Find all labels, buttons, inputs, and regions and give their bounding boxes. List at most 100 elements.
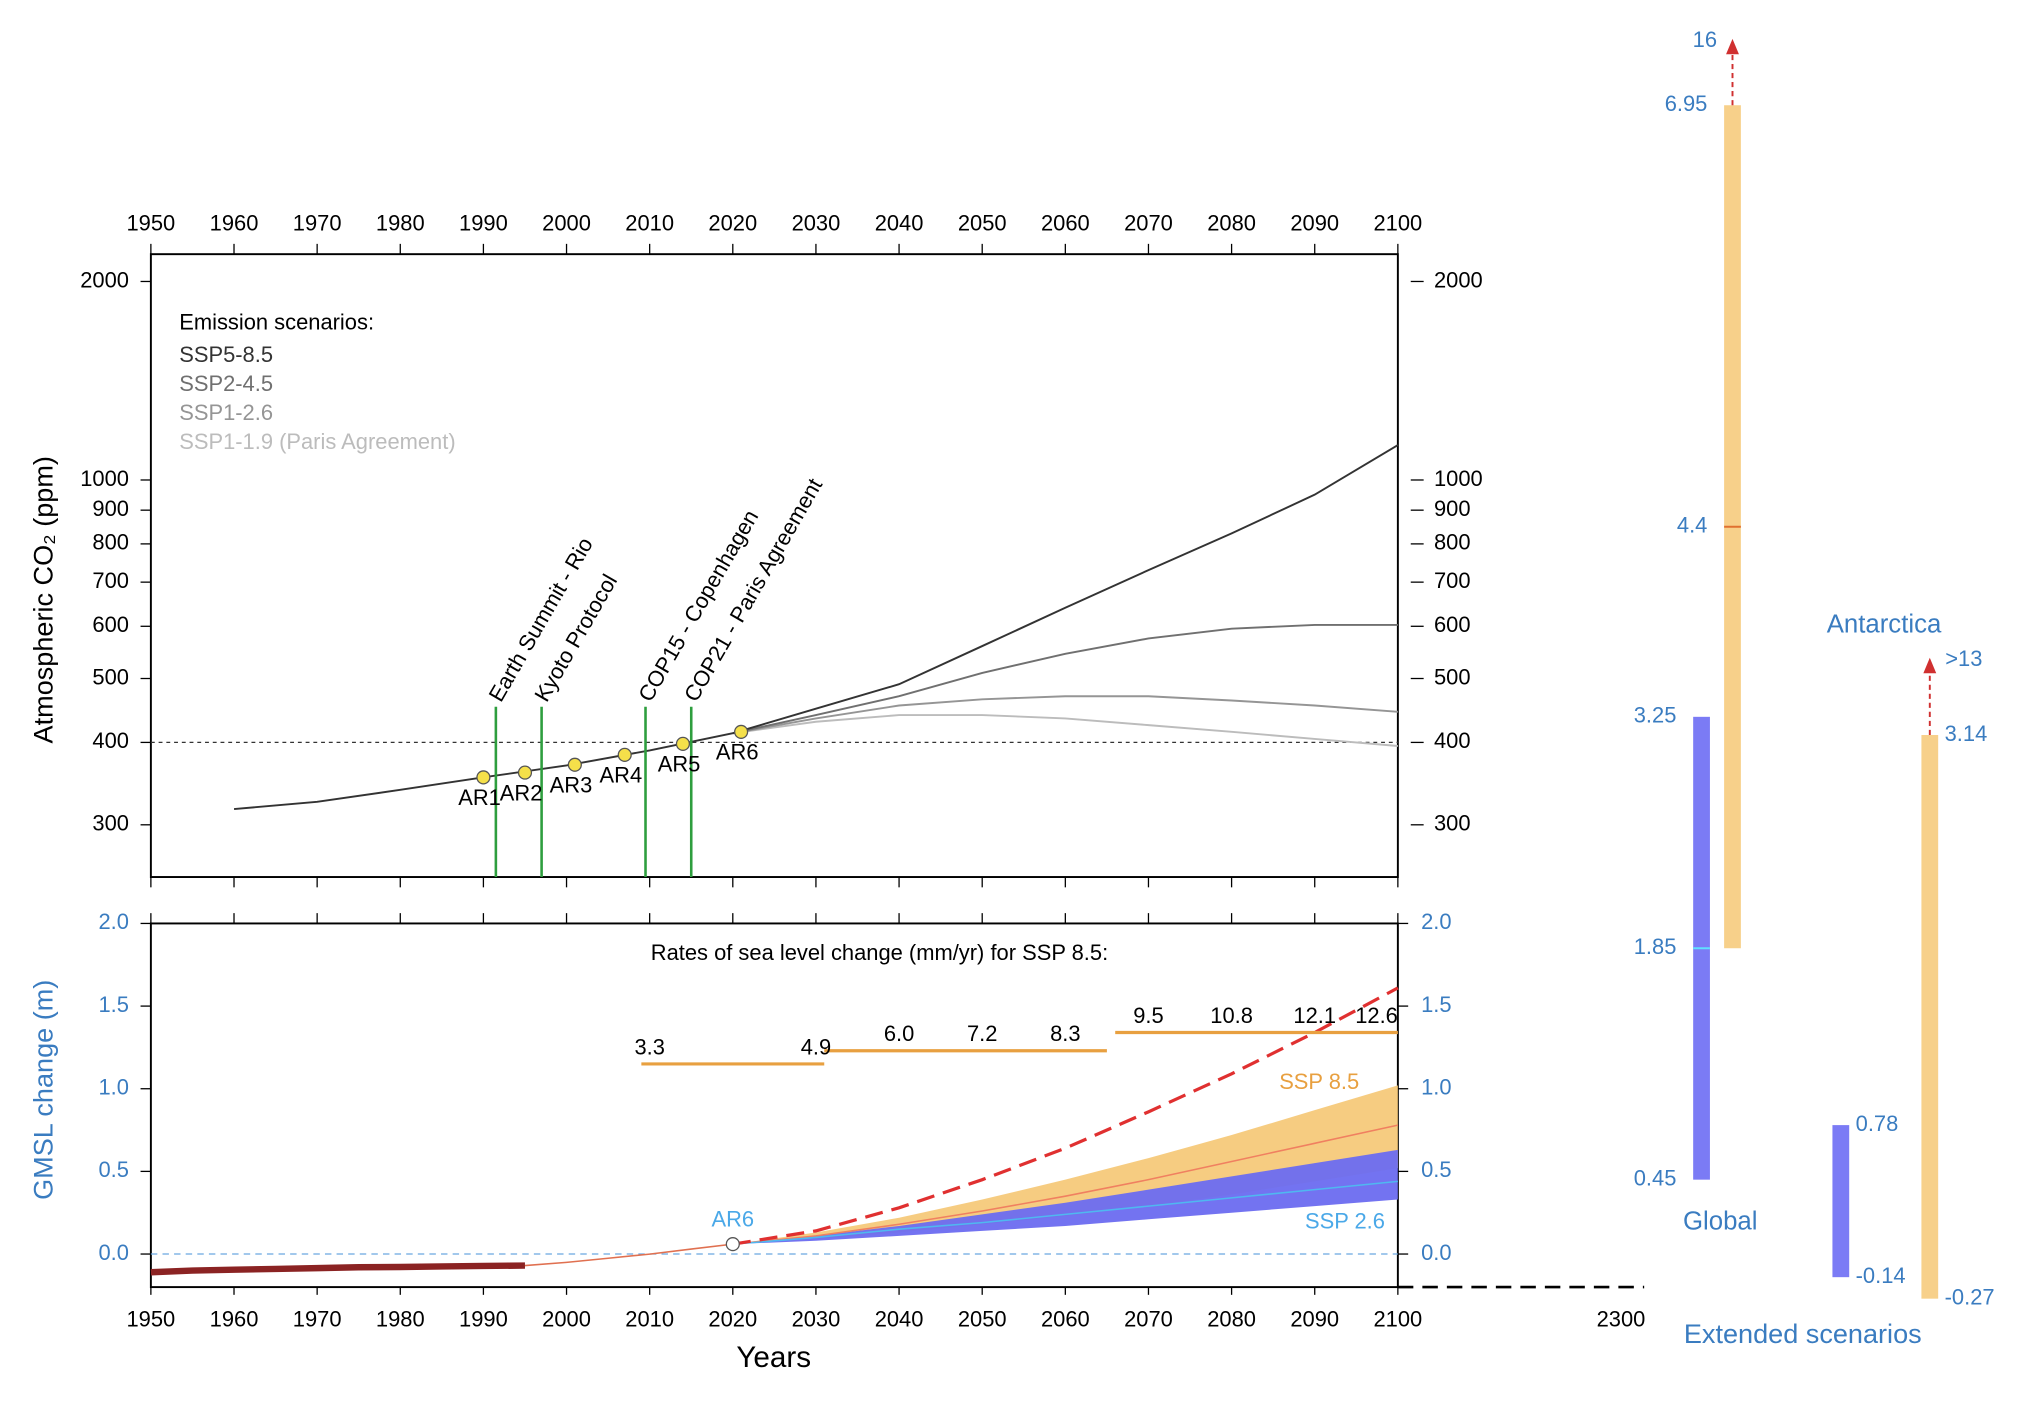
x-tick-label: 1970: [293, 210, 342, 235]
range-median-label: 1.85: [1634, 934, 1677, 959]
x-tick-label: 1990: [459, 210, 508, 235]
rate-label: 8.3: [1050, 1021, 1080, 1046]
y-tick-label: 900: [92, 496, 129, 521]
report-label: AR5: [658, 752, 701, 777]
scenario-label: SSP 8.5: [1279, 1069, 1359, 1094]
legend-entry: SSP5-8.5: [179, 342, 273, 367]
x-tick-label: 2070: [1124, 210, 1173, 235]
y-tick-label-right: 2.0: [1421, 909, 1451, 934]
extended-title: Extended scenarios: [1684, 1318, 1922, 1349]
y-tick-label-right: 1.5: [1421, 992, 1451, 1017]
x-tick-label: 2030: [792, 1306, 841, 1331]
legend-entry: SSP1-1.9 (Paris Agreement): [179, 429, 455, 454]
y-tick-label: 1000: [80, 466, 129, 491]
x-tick-label: 1950: [127, 210, 176, 235]
legend-entry: SSP1-2.6: [179, 400, 273, 425]
y-tick-label: 1.5: [99, 992, 129, 1017]
scenario-label: SSP 2.6: [1305, 1208, 1385, 1233]
x-tick-label: 2060: [1041, 210, 1090, 235]
y-tick-label: 2.0: [99, 909, 129, 934]
y-axis-title: GMSL change (m): [27, 980, 58, 1200]
report-marker: [567, 757, 582, 772]
rate-label: 12.6: [1355, 1003, 1398, 1028]
y-tick-label-right: 800: [1434, 530, 1471, 555]
rate-label: 3.3: [634, 1034, 664, 1059]
beyond-label: >13: [1945, 646, 1982, 671]
beyond-arrowhead: [1726, 38, 1739, 55]
x-tick-label: 1970: [293, 1306, 342, 1331]
y-tick-label-right: 900: [1434, 496, 1471, 521]
x-tick-label: 1960: [210, 1306, 259, 1331]
y-tick-label-right: 500: [1434, 664, 1471, 689]
x-tick-label: 1980: [376, 210, 425, 235]
ar6-marker: [725, 1237, 740, 1252]
x-tick-label: 2050: [958, 1306, 1007, 1331]
co2-line: [732, 714, 1398, 747]
projection-median: [732, 1180, 1398, 1245]
group-name: Global: [1683, 1207, 1758, 1235]
report-label: AR6: [716, 740, 759, 765]
rates-title: Rates of sea level change (mm/yr) for SS…: [651, 940, 1108, 965]
range-bar: [1832, 1125, 1850, 1278]
rate-label: 12.1: [1293, 1003, 1336, 1028]
range-high-label: 6.95: [1665, 91, 1708, 116]
y-tick-label-right: 1.0: [1421, 1075, 1451, 1100]
x-tick-label: 2040: [875, 210, 924, 235]
report-label: AR2: [500, 780, 543, 805]
report-marker: [675, 736, 691, 751]
report-label: AR1: [458, 785, 501, 810]
report-marker: [734, 724, 749, 739]
x-tick-label: 1960: [210, 210, 259, 235]
range-median-label: 4.4: [1677, 513, 1707, 538]
y-tick-label-right: 0.0: [1421, 1240, 1451, 1265]
x-tick-label: 2040: [875, 1306, 924, 1331]
y-tick-label-right: 400: [1434, 728, 1471, 753]
group-name: Antarctica: [1827, 610, 1942, 638]
co2-line: [233, 444, 1399, 811]
rate-label: 10.8: [1210, 1003, 1253, 1028]
range-low-label: -0.27: [1945, 1284, 1995, 1309]
y-tick-label: 0.0: [99, 1240, 129, 1265]
co2-line: [732, 695, 1398, 735]
x-tick-label: 2030: [792, 210, 841, 235]
x-tick-label: 2020: [708, 210, 757, 235]
report-label: AR3: [550, 772, 593, 797]
report-label: AR4: [600, 763, 643, 788]
beyond-label: 16: [1693, 27, 1717, 52]
y-tick-label: 500: [92, 664, 129, 689]
y-tick-label: 800: [92, 530, 129, 555]
range-bar: [1921, 735, 1939, 1299]
y-tick-label-right: 1000: [1434, 466, 1483, 491]
projection-median: [732, 1124, 1399, 1245]
co2-line: [732, 623, 1398, 735]
x-tick-label: 2090: [1290, 1306, 1339, 1331]
y-tick-label-right: 2000: [1434, 267, 1483, 292]
projection-band: [732, 1149, 1398, 1245]
y-tick-label: 1.0: [99, 1075, 129, 1100]
range-high-label: 3.14: [1945, 721, 1988, 746]
x-tick-label: 2070: [1124, 1306, 1173, 1331]
x-tick-label: 2100: [1373, 210, 1422, 235]
reconstruction-line: [524, 1243, 733, 1267]
co2-frame: [149, 253, 1399, 878]
y-tick-label: 2000: [80, 267, 129, 292]
high-end-line: [732, 986, 1399, 1246]
x-tick-label: 2100: [1373, 1306, 1422, 1331]
observed-line: [150, 1262, 526, 1276]
x-tick-label: 2050: [958, 210, 1007, 235]
x-tick-label: 1950: [127, 1306, 176, 1331]
y-axis-title: Atmospheric CO₂ (ppm): [27, 456, 58, 743]
x-tick-label: 2000: [542, 1306, 591, 1331]
rate-label: 9.5: [1133, 1003, 1163, 1028]
report-marker: [476, 770, 491, 785]
y-tick-label: 300: [92, 811, 129, 836]
x-tick-label: 2090: [1290, 210, 1339, 235]
range-low-label: 0.45: [1634, 1165, 1677, 1190]
rate-label: 4.9: [801, 1034, 831, 1059]
y-tick-label: 400: [92, 728, 129, 753]
range-low-label: -0.14: [1856, 1263, 1906, 1288]
x-tick-label: 2080: [1207, 210, 1256, 235]
x-axis-title: Years: [736, 1341, 811, 1374]
y-tick-label-right: 700: [1434, 568, 1471, 593]
